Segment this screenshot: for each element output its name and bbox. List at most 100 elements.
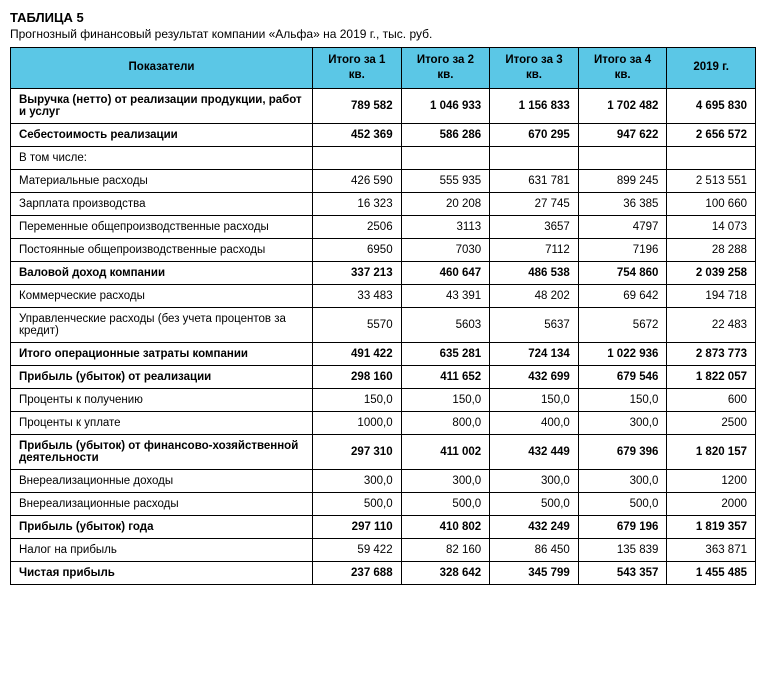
table-row: Постоянные общепроизводственные расходы6…: [11, 238, 756, 261]
cell-value: 363 871: [667, 538, 756, 561]
cell-value: 432 449: [490, 434, 579, 469]
row-label: Проценты к уплате: [11, 411, 313, 434]
table-row: Зарплата производства16 32320 20827 7453…: [11, 192, 756, 215]
row-label: Проценты к получению: [11, 388, 313, 411]
table-row: Прибыль (убыток) от реализации298 160411…: [11, 365, 756, 388]
cell-value: 298 160: [313, 365, 402, 388]
cell-value: 14 073: [667, 215, 756, 238]
cell-value: 947 622: [578, 123, 667, 146]
table-row: Валовой доход компании337 213460 647486 …: [11, 261, 756, 284]
row-label: Прибыль (убыток) года: [11, 515, 313, 538]
cell-value: 670 295: [490, 123, 579, 146]
cell-value: 328 642: [401, 561, 490, 584]
cell-value: 345 799: [490, 561, 579, 584]
cell-value: 500,0: [313, 492, 402, 515]
row-label: Зарплата производства: [11, 192, 313, 215]
cell-value: 86 450: [490, 538, 579, 561]
cell-value: 7112: [490, 238, 579, 261]
cell-value: 337 213: [313, 261, 402, 284]
cell-value: 432 699: [490, 365, 579, 388]
cell-value: 33 483: [313, 284, 402, 307]
cell-value: 5637: [490, 307, 579, 342]
cell-value: 899 245: [578, 169, 667, 192]
cell-value: 5570: [313, 307, 402, 342]
cell-value: [313, 146, 402, 169]
cell-value: 36 385: [578, 192, 667, 215]
cell-value: 411 652: [401, 365, 490, 388]
cell-value: 82 160: [401, 538, 490, 561]
col-header-q1: Итого за 1 кв.: [313, 48, 402, 89]
table-subtitle: Прогнозный финансовый результат компании…: [10, 27, 756, 41]
table-row: Материальные расходы426 590555 935631 78…: [11, 169, 756, 192]
row-label: Управленческие расходы (без учета процен…: [11, 307, 313, 342]
cell-value: 1 022 936: [578, 342, 667, 365]
cell-value: 486 538: [490, 261, 579, 284]
cell-value: [667, 146, 756, 169]
table-row: Внереализационные расходы500,0500,0500,0…: [11, 492, 756, 515]
table-row: Проценты к получению150,0150,0150,0150,0…: [11, 388, 756, 411]
cell-value: 631 781: [490, 169, 579, 192]
col-header-year: 2019 г.: [667, 48, 756, 89]
cell-value: 150,0: [490, 388, 579, 411]
cell-value: 2506: [313, 215, 402, 238]
cell-value: [401, 146, 490, 169]
cell-value: 2 656 572: [667, 123, 756, 146]
table-row: Итого операционные затраты компании491 4…: [11, 342, 756, 365]
cell-value: 5672: [578, 307, 667, 342]
cell-value: 2500: [667, 411, 756, 434]
table-row: Налог на прибыль59 42282 16086 450135 83…: [11, 538, 756, 561]
cell-value: 460 647: [401, 261, 490, 284]
table-row: Коммерческие расходы33 48343 39148 20269…: [11, 284, 756, 307]
cell-value: 43 391: [401, 284, 490, 307]
cell-value: 6950: [313, 238, 402, 261]
cell-value: 237 688: [313, 561, 402, 584]
financial-table: Показатели Итого за 1 кв. Итого за 2 кв.…: [10, 47, 756, 585]
cell-value: 1 156 833: [490, 88, 579, 123]
cell-value: 410 802: [401, 515, 490, 538]
cell-value: 300,0: [578, 411, 667, 434]
row-label: Переменные общепроизводственные расходы: [11, 215, 313, 238]
row-label: Выручка (нетто) от реализации продукции,…: [11, 88, 313, 123]
cell-value: 48 202: [490, 284, 579, 307]
row-label: Внереализационные расходы: [11, 492, 313, 515]
cell-value: 679 196: [578, 515, 667, 538]
cell-value: 452 369: [313, 123, 402, 146]
table-row: Чистая прибыль237 688328 642345 799543 3…: [11, 561, 756, 584]
cell-value: 635 281: [401, 342, 490, 365]
cell-value: 5603: [401, 307, 490, 342]
cell-value: 20 208: [401, 192, 490, 215]
row-label: Налог на прибыль: [11, 538, 313, 561]
cell-value: [490, 146, 579, 169]
cell-value: 555 935: [401, 169, 490, 192]
row-label: Прибыль (убыток) от финансово-хозяйствен…: [11, 434, 313, 469]
cell-value: 800,0: [401, 411, 490, 434]
row-label: Материальные расходы: [11, 169, 313, 192]
cell-value: 22 483: [667, 307, 756, 342]
table-header-row: Показатели Итого за 1 кв. Итого за 2 кв.…: [11, 48, 756, 89]
row-label: Себестоимость реализации: [11, 123, 313, 146]
col-header-q4: Итого за 4 кв.: [578, 48, 667, 89]
cell-value: 150,0: [578, 388, 667, 411]
table-row: Внереализационные доходы300,0300,0300,03…: [11, 469, 756, 492]
cell-value: 2000: [667, 492, 756, 515]
cell-value: 586 286: [401, 123, 490, 146]
table-title: ТАБЛИЦА 5: [10, 10, 756, 25]
cell-value: 3113: [401, 215, 490, 238]
row-label: В том числе:: [11, 146, 313, 169]
cell-value: 150,0: [401, 388, 490, 411]
cell-value: 1000,0: [313, 411, 402, 434]
cell-value: 500,0: [490, 492, 579, 515]
cell-value: 724 134: [490, 342, 579, 365]
cell-value: 1 455 485: [667, 561, 756, 584]
cell-value: 2 039 258: [667, 261, 756, 284]
table-row: Управленческие расходы (без учета процен…: [11, 307, 756, 342]
cell-value: 297 110: [313, 515, 402, 538]
cell-value: 27 745: [490, 192, 579, 215]
table-row: Прибыль (убыток) от финансово-хозяйствен…: [11, 434, 756, 469]
cell-value: 100 660: [667, 192, 756, 215]
cell-value: 300,0: [313, 469, 402, 492]
row-label: Коммерческие расходы: [11, 284, 313, 307]
cell-value: 4 695 830: [667, 88, 756, 123]
cell-value: 69 642: [578, 284, 667, 307]
row-label: Чистая прибыль: [11, 561, 313, 584]
